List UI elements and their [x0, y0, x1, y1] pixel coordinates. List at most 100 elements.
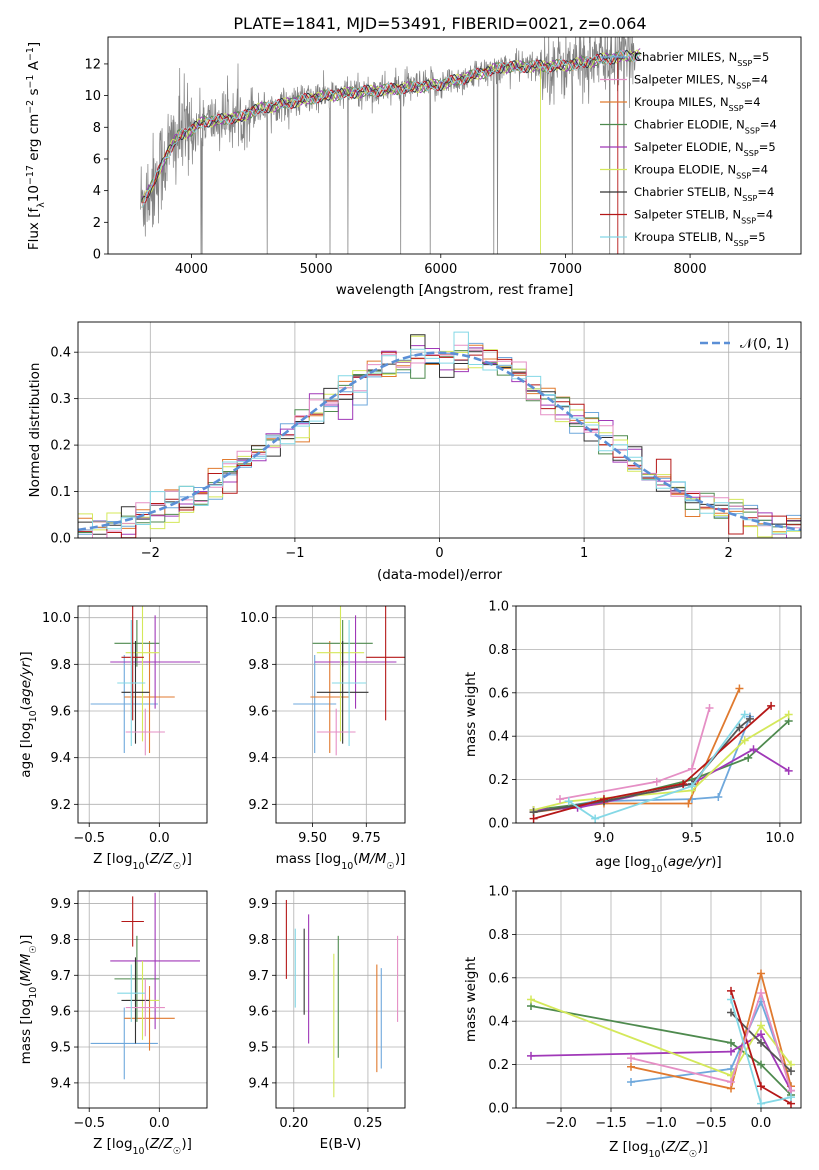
weight-marker	[627, 1054, 635, 1063]
weight-series-9	[564, 710, 749, 823]
y-tick-label: 9.5	[248, 1041, 269, 1056]
weight-line	[630, 990, 792, 1091]
y-tick-label: 9.6	[50, 1005, 71, 1020]
y-tick-label: 10.0	[240, 611, 269, 626]
weight-marker	[745, 714, 754, 723]
y-tick-label: 6	[93, 152, 101, 167]
panel-age-vs-mass: 9.50 9.75 9.2 9.4 9.6 9.8 10.0 mass [log10(M/M☉…	[240, 605, 406, 872]
y-tick-label: 0.3	[50, 392, 71, 407]
weight-marker	[757, 988, 765, 997]
y-tick-label: 4	[93, 184, 101, 199]
y-tick-label: 0.8	[488, 928, 509, 943]
y-tick-label: 0.4	[488, 730, 509, 745]
y-tick-label: 9.7	[248, 969, 269, 984]
legend-label: Chabrier MILES, NSSP=5	[634, 50, 769, 68]
weight-series-8	[627, 988, 795, 1095]
weight-marker	[784, 710, 793, 719]
error-bar-point	[366, 606, 405, 721]
error-bar-point	[293, 655, 337, 753]
y-tick-label: 10	[84, 89, 101, 104]
axes-frame	[77, 605, 208, 824]
weight-marker	[527, 995, 535, 1004]
axes-frame	[77, 890, 208, 1109]
plot-area	[285, 899, 399, 1098]
weight-marker	[705, 703, 714, 712]
y-tick-label: 1.0	[488, 885, 509, 900]
grid-lines	[276, 891, 405, 1108]
normal-curve	[78, 351, 801, 532]
legend-label: 𝒩(0, 1)	[740, 336, 789, 352]
weight-marker	[757, 1099, 765, 1108]
x-tick-label: 8000	[674, 262, 707, 277]
y-tick-label: 0.1	[50, 485, 71, 500]
y-tick-label: 1.0	[488, 600, 509, 615]
x-tick-label: 7000	[549, 262, 582, 277]
x-tick-label: 5000	[300, 262, 333, 277]
y-tick-label: 9.4	[50, 751, 71, 766]
y-tick-label: 9.9	[50, 897, 71, 912]
x-axis-label: Z [log10(Z/Z☉)]	[93, 1136, 192, 1157]
weight-marker	[744, 753, 753, 762]
panel-age-vs-Z: −0.5 0.0 9.2 9.4 9.6 9.8 10.0 Z [log10(Z/Z☉)] ag…	[18, 605, 208, 872]
error-bar-point	[316, 606, 365, 742]
y-tick-label: 0.6	[488, 971, 509, 986]
weight-marker	[684, 799, 693, 808]
legend-label: Chabrier ELODIE, NSSP=4	[634, 118, 777, 136]
x-tick-label: −1.0	[645, 1116, 677, 1131]
y-tick-label: 8	[93, 121, 101, 136]
model-line-8	[141, 53, 619, 254]
error-bar-point	[125, 708, 165, 756]
weight-marker	[757, 1030, 765, 1039]
axes-frame	[275, 890, 406, 1109]
y-tick-label: 9.8	[50, 933, 71, 948]
error-bar-point	[110, 892, 200, 1030]
x-tick-label: −0.5	[73, 831, 105, 846]
legend-label: Chabrier STELIB, NSSP=4	[634, 185, 774, 203]
legend-label: Kroupa ELODIE, NSSP=4	[634, 163, 768, 181]
x-tick-label: 0.25	[353, 1116, 382, 1131]
x-tick-label: −1.5	[595, 1116, 627, 1131]
y-tick-label: 9.4	[50, 1076, 71, 1091]
legend-label: Kroupa MILES, NSSP=4	[634, 95, 761, 113]
error-bar-point	[90, 1007, 158, 1080]
error-bar-point	[90, 655, 158, 753]
axes-frame	[515, 890, 802, 1109]
y-tick-label: 0	[93, 248, 101, 263]
weight-marker	[735, 684, 744, 693]
x-axis-label: E(B-V)	[320, 1136, 362, 1152]
x-tick-label: 6000	[424, 262, 457, 277]
model-line-6	[141, 49, 641, 254]
weight-line	[568, 713, 746, 820]
weight-marker	[727, 1008, 735, 1017]
plot-area	[529, 684, 793, 823]
weight-marker	[757, 1082, 765, 1091]
x-tick-label: −0.5	[695, 1116, 727, 1131]
legend: Chabrier MILES, NSSP=5 Salpeter MILES, NS…	[600, 50, 777, 248]
weight-marker	[727, 986, 735, 995]
weight-marker	[527, 1051, 535, 1060]
y-tick-label: 0.6	[488, 686, 509, 701]
x-tick-label: 0.0	[751, 1116, 772, 1131]
weight-marker	[757, 1021, 765, 1030]
x-tick-label: 4000	[175, 262, 208, 277]
x-axis-label: Z [log10(Z/Z☉)]	[609, 1139, 708, 1160]
y-axis-label: mass [log10(M/M☉)]	[18, 935, 39, 1065]
x-axis-label: mass [log10(M/M☉)]	[276, 851, 406, 872]
y-tick-label: 0.0	[50, 532, 71, 547]
y-axis-label: age [log10(age/yr)]	[18, 651, 39, 777]
y-tick-label: 9.8	[248, 658, 269, 673]
x-tick-label: 0.20	[279, 1116, 308, 1131]
y-tick-label: 0.2	[50, 439, 71, 454]
error-bar-point	[121, 896, 144, 947]
weight-marker	[627, 1077, 635, 1086]
weight-marker	[652, 777, 661, 786]
x-tick-label: −2.0	[545, 1116, 577, 1131]
y-tick-label: 0.0	[488, 1102, 509, 1117]
x-tick-label: 9.50	[298, 831, 327, 846]
plot-area	[140, 37, 641, 254]
panel-mass-vs-Z: −0.5 0.0 9.4 9.5 9.6 9.7 9.8 9.9 Z [log10(Z/Z☉)]…	[18, 890, 208, 1157]
legend-label: Salpeter STELIB, NSSP=4	[634, 208, 773, 226]
y-tick-label: 0.4	[50, 346, 71, 361]
axes-frame	[107, 36, 802, 255]
